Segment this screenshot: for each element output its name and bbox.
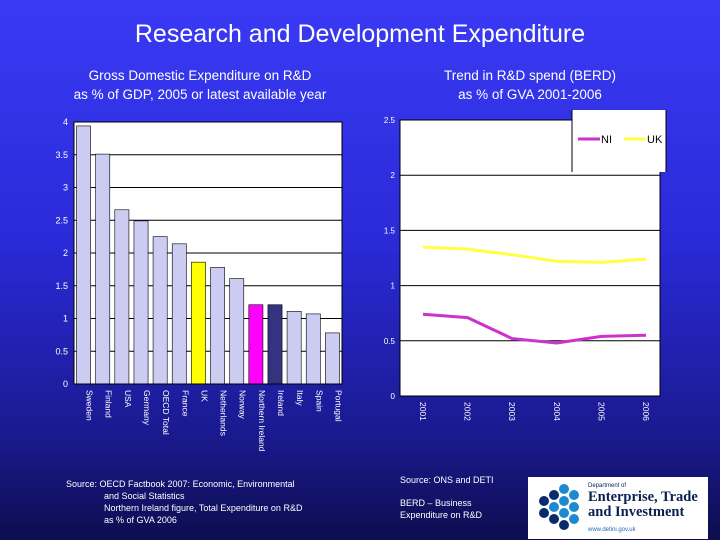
deti-logo: Department of Enterprise, Trade and Inve… [528, 477, 708, 539]
x-tick-label: 2002 [463, 402, 473, 421]
x-tick-label: Norway [238, 390, 248, 420]
x-tick-label: 2003 [507, 402, 517, 421]
bar-germany [133, 220, 149, 385]
line-uk [422, 245, 647, 264]
bar-chart-title: Gross Domestic Expenditure on R&D as % o… [20, 66, 380, 104]
hexagon-logo-icon [539, 484, 579, 530]
line-chart: 0 0.5 1 1.5 2 2.5 2001 2002 2003 2004 2005 2006 NI UK [384, 110, 667, 421]
logo-name-line: Enterprise, Trade [588, 489, 698, 505]
x-tick-label: Portugal [333, 390, 343, 422]
right-note: BERD – Business Expenditure on R&D [400, 497, 482, 521]
left-source-line: Source: OECD Factbook 2007: Economic, En… [66, 479, 295, 489]
right-source: Source: ONS and DETI [400, 475, 494, 485]
x-tick-label: Netherlands [219, 390, 229, 436]
bar-spain [305, 313, 321, 385]
left-source: Source: OECD Factbook 2007: Economic, En… [66, 478, 302, 526]
bar-norway [229, 278, 245, 385]
x-tick-label: OECD Total [161, 390, 171, 435]
x-tick-label: Ireland [276, 390, 286, 416]
x-tick-label: 2006 [641, 402, 651, 421]
y-tick-label: 3 [63, 183, 68, 193]
legend-box [572, 110, 666, 172]
line-chart-title-line1: Trend in R&D spend (BERD) [443, 68, 617, 83]
bar-ireland [267, 304, 283, 385]
y-tick-label: 2.5 [55, 215, 68, 225]
line-chart-title: Trend in R&D spend (BERD) as % of GVA 20… [390, 66, 670, 104]
bar-usa [114, 209, 130, 385]
x-tick-label: USA [123, 390, 133, 408]
x-tick-label: Finland [104, 390, 114, 418]
y-tick-label: 1 [391, 282, 396, 291]
x-tick-label: Northern Ireland [257, 390, 267, 452]
line-chart-subtitle: as % of GVA 2001-2006 [458, 87, 602, 102]
x-tick-label: Germany [142, 390, 152, 426]
logo-dept: Department of [588, 483, 627, 489]
bar-northern-ireland [248, 304, 264, 385]
y-tick-label: 0.5 [55, 346, 68, 356]
x-tick-label: UK [199, 390, 209, 402]
x-tick-label: Sweden [85, 390, 95, 421]
y-tick-label: 2 [391, 171, 396, 180]
y-tick-label: 1.5 [55, 281, 68, 291]
x-tick-label: 2004 [552, 402, 562, 421]
x-tick-label: 2005 [596, 402, 606, 421]
legend-label-ni: NI [601, 134, 612, 146]
y-tick-label: 3.5 [55, 150, 68, 160]
legend-label-uk: UK [647, 134, 663, 146]
left-source-line: Northern Ireland figure, Total Expenditu… [104, 503, 303, 513]
left-source-line: as % of GVA 2006 [104, 515, 177, 525]
y-tick-label: 0.5 [384, 337, 396, 346]
x-tick-label: France [180, 390, 190, 417]
left-source-line: and Social Statistics [104, 491, 185, 501]
logo-name: Enterprise, Trade and Investment [588, 490, 698, 520]
bar-chart-subtitle: as % of GDP, 2005 or latest available ye… [73, 87, 327, 102]
y-tick-label: 1.5 [384, 226, 396, 235]
x-tick-label: Spain [314, 390, 324, 412]
line-ni [422, 312, 647, 345]
y-tick-label: 2 [63, 248, 68, 258]
bar-italy [286, 310, 302, 385]
right-note-line: BERD – Business [400, 498, 472, 508]
x-tick-label: 2001 [418, 402, 428, 421]
bar-portugal [325, 332, 340, 385]
x-tick-label: Italy [295, 390, 305, 406]
y-tick-label: 0 [63, 379, 68, 389]
bar-chart: 0 0.5 1 1.5 2 2.5 3 3.5 4 Sweden Finland USA Germany… [55, 117, 343, 452]
y-tick-label: 2.5 [384, 116, 396, 125]
y-tick-label: 1 [63, 314, 68, 324]
plot-border [73, 121, 343, 385]
y-tick-label: 4 [63, 117, 68, 127]
bar-netherlands [210, 267, 225, 385]
logo-name-line: and Investment [588, 504, 685, 520]
bar-finland [95, 153, 111, 385]
slide-title: Research and Development Expenditure [134, 20, 586, 48]
logo-url: www.detini.gov.uk [588, 527, 636, 533]
bar-france [171, 243, 187, 385]
plot-border [399, 119, 661, 397]
bar-sweden [76, 125, 91, 385]
bar-chart-title-line1: Gross Domestic Expenditure on R&D [88, 68, 312, 83]
bar-oecd-total [152, 236, 168, 385]
bar-uk [191, 261, 206, 385]
right-note-line: Expenditure on R&D [400, 510, 483, 520]
y-tick-label: 0 [391, 392, 396, 401]
